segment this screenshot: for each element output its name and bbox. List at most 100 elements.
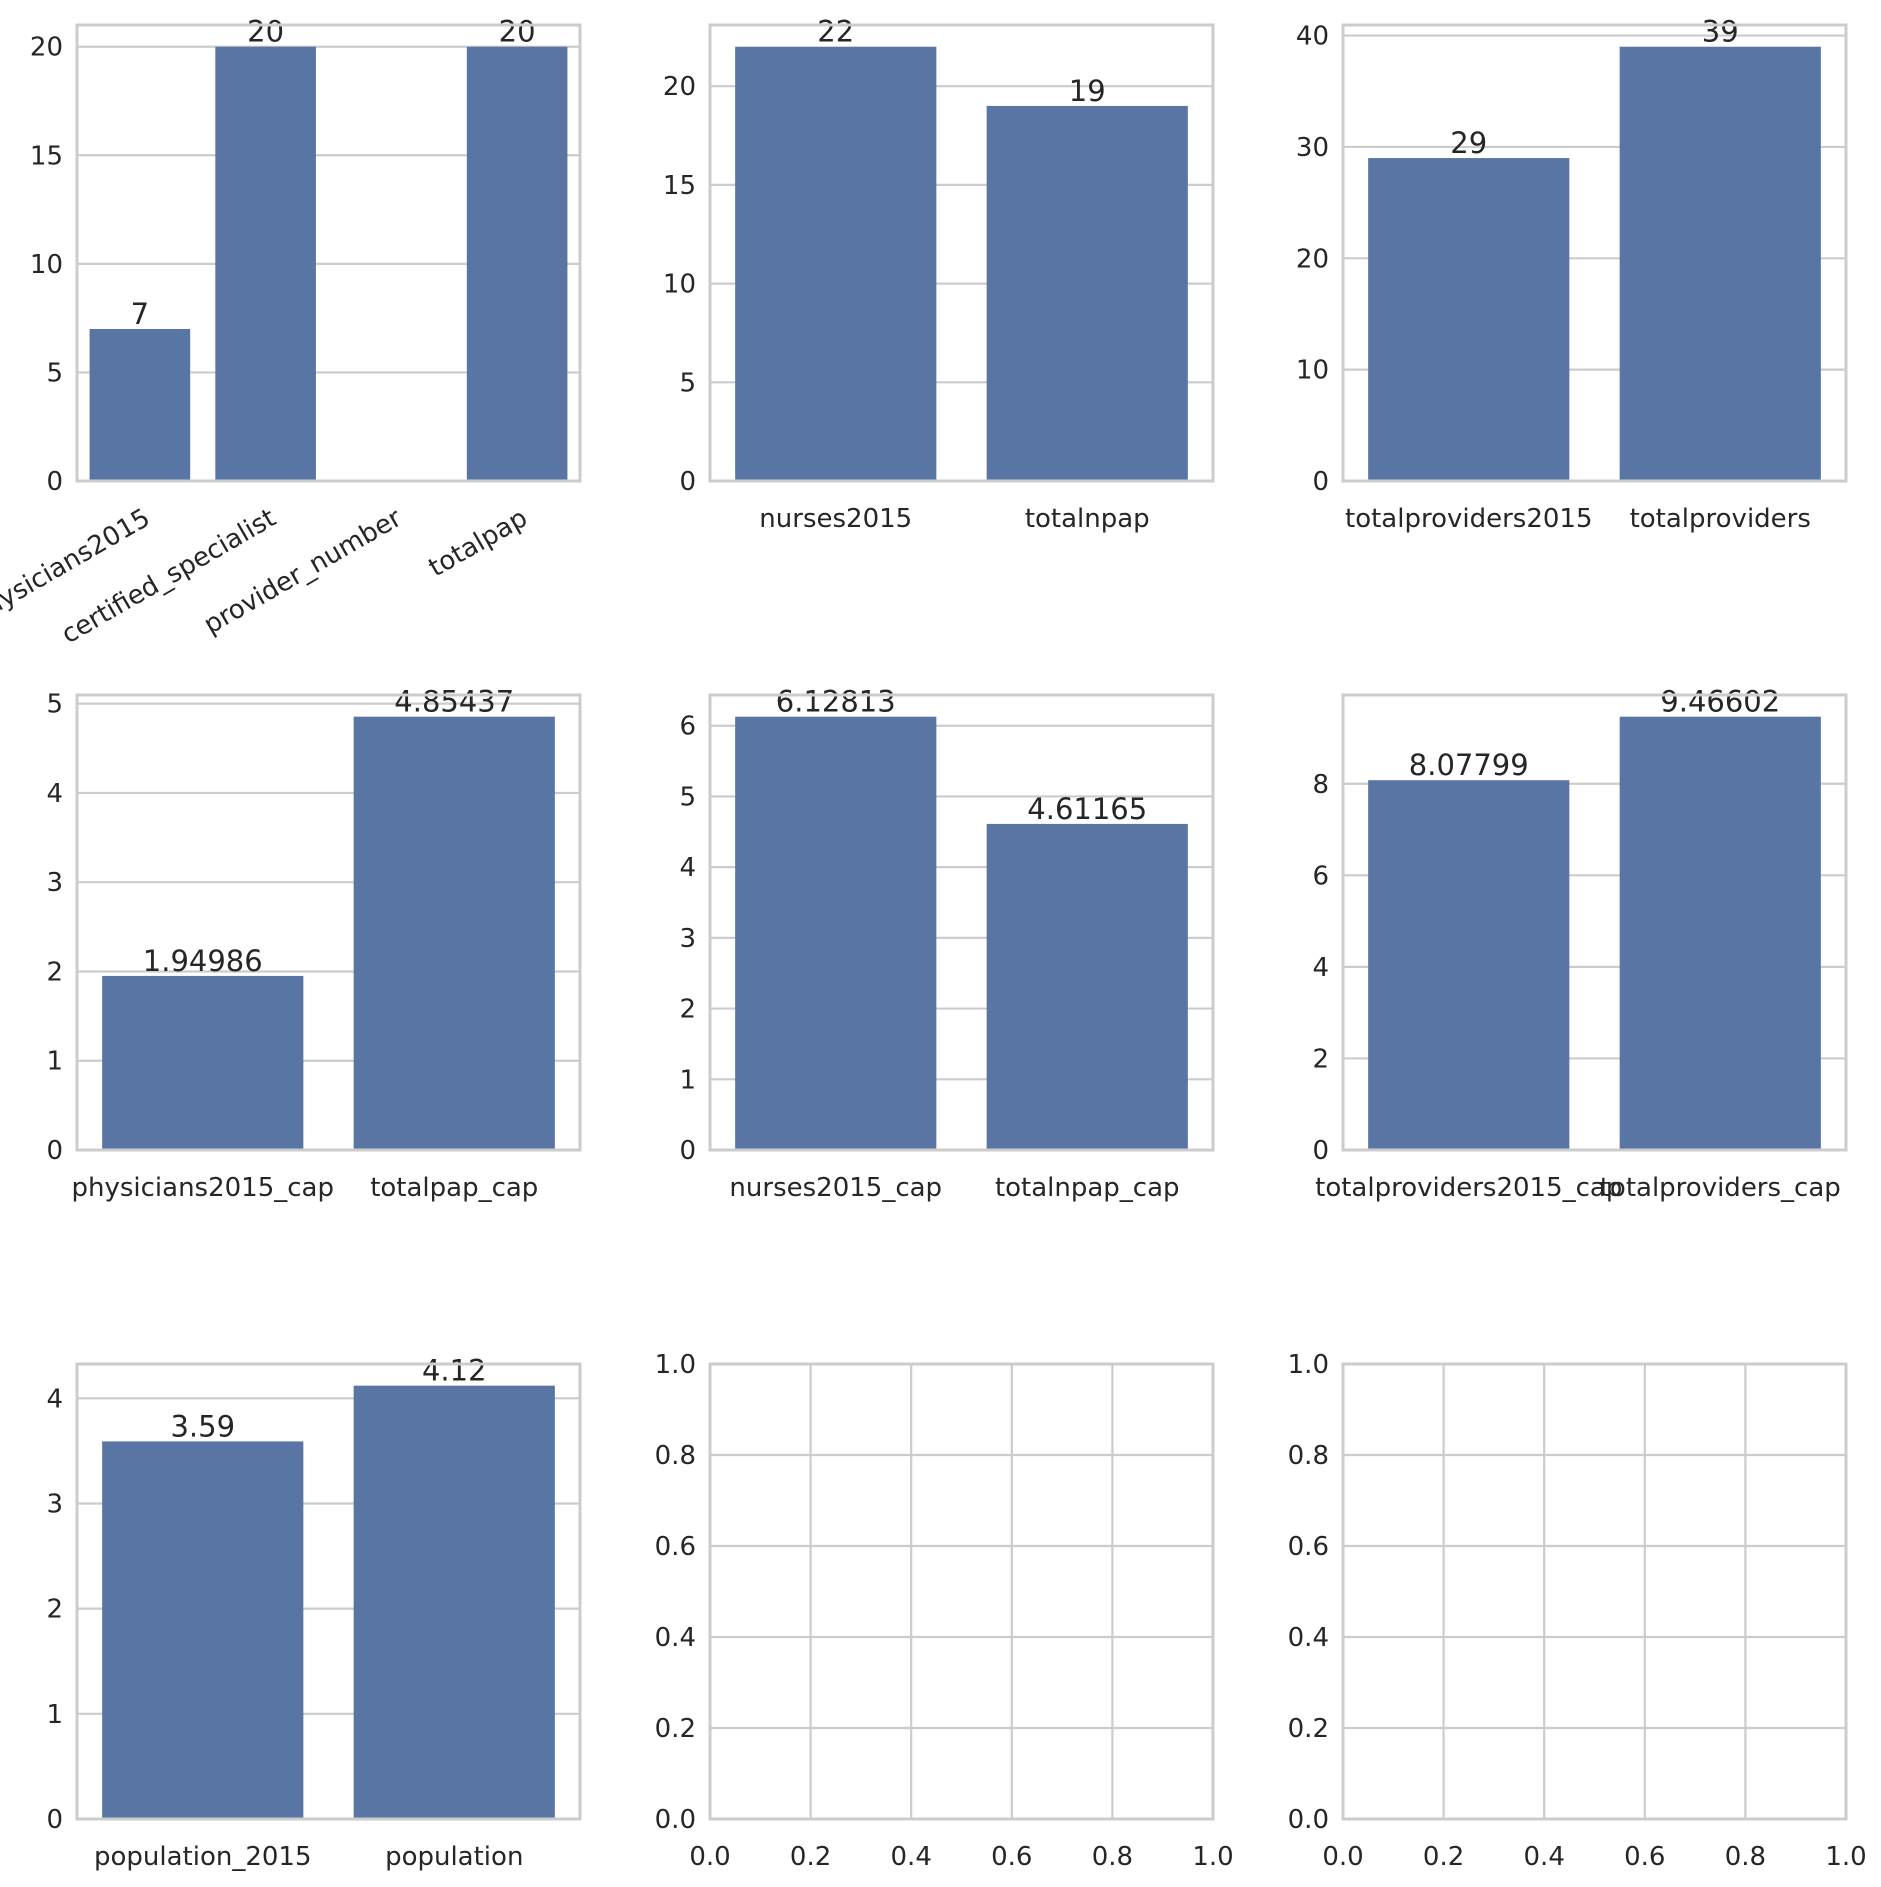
y-tick-label: 10: [30, 250, 63, 280]
y-tick-label: 15: [30, 141, 63, 171]
bar-totalnpap_cap: [986, 823, 1188, 1150]
y-tick-label: 0.4: [1288, 1623, 1329, 1653]
bar-value-label: 6.12813: [776, 685, 896, 719]
x-tick-label: totalnpap_cap: [995, 1173, 1180, 1203]
y-tick-label: 0.0: [655, 1805, 696, 1835]
x-tick-label: nurses2015_cap: [729, 1173, 942, 1203]
chart-panel-3: 0 10 20 30 40 29 totalproviders2015 39 totalprov…: [1296, 15, 1848, 534]
y-tick-label: 20: [30, 33, 63, 63]
bar-population: [353, 1385, 555, 1819]
y-tick-label: 5: [679, 368, 696, 398]
chart-panel-4: 0 1 2 3 4 5 1.94986 physicians2015_cap 4.85437 to…: [46, 685, 582, 1203]
x-tick-label: population_2015: [94, 1842, 312, 1872]
axes-frame: [75, 693, 582, 1152]
y-tick-label: 0: [679, 1136, 696, 1166]
y-tick-label: 1: [46, 1047, 63, 1077]
chart-panel-9: 0.0 0.2 0.4 0.6 0.8 1.0 0.0 0.2 0.4 0.6 0.8 1.0: [1288, 1350, 1867, 1872]
y-tick-label: 4: [1312, 953, 1329, 983]
axes-frame: [1341, 693, 1848, 1152]
bar-totalproviders2015: [1368, 158, 1570, 482]
bar-value-label: 4.61165: [1027, 792, 1147, 826]
bar-value-label: 20: [247, 15, 284, 49]
bar-totalproviders_cap: [1619, 716, 1821, 1150]
axes-frame: [708, 693, 1215, 1152]
bar-totalnpap: [986, 105, 1188, 482]
x-tick-label: 0.8: [1725, 1842, 1766, 1872]
x-tick-label: 1.0: [1192, 1842, 1233, 1872]
chart-panel-5: 0 1 2 3 4 5 6 6.12813 nurses2015_cap 4.61165 total…: [679, 685, 1215, 1203]
x-tick-label: totalproviders: [1630, 504, 1811, 534]
bar-totalpap_cap: [353, 716, 555, 1150]
x-tick-label: 0.2: [1423, 1842, 1464, 1872]
x-tick-label: population: [385, 1842, 523, 1872]
y-tick-label: 20: [663, 72, 696, 102]
axes-frame: [1341, 1362, 1848, 1821]
x-tick-label: 1.0: [1825, 1842, 1866, 1872]
chart-panel-7: 0 1 2 3 4 3.59 population_2015 4.12 population: [46, 1354, 582, 1872]
chart-panel-6: 0 2 4 6 8 8.07799 totalproviders2015_cap 9.4660…: [1312, 685, 1848, 1203]
y-tick-label: 0: [1312, 467, 1329, 497]
y-tick-label: 4: [679, 853, 696, 883]
y-tick-label: 0.6: [1288, 1532, 1329, 1562]
bar-totalpap: [466, 46, 568, 481]
axes-frame: [708, 1362, 1215, 1821]
axes-frame: [75, 23, 582, 483]
y-tick-label: 5: [46, 690, 63, 720]
bar-nurses2015_cap: [735, 716, 937, 1150]
y-tick-label: 3: [46, 868, 63, 898]
y-tick-label: 4: [46, 779, 63, 809]
y-tick-label: 40: [1296, 22, 1329, 52]
y-tick-label: 2: [46, 1595, 63, 1625]
chart-panel-1: 051015207physicians201520certified_speci…: [0, 15, 582, 650]
bar-certified_specialist: [215, 46, 316, 481]
y-tick-label: 30: [1296, 133, 1329, 163]
y-tick-label: 2: [679, 995, 696, 1025]
y-tick-label: 1: [679, 1065, 696, 1095]
bar-value-label: 9.46602: [1660, 685, 1780, 719]
bar-nurses2015: [735, 46, 937, 481]
x-tick-label: 0.8: [1092, 1842, 1133, 1872]
x-tick-label: totalpap_cap: [370, 1173, 538, 1203]
y-tick-label: 0.0: [1288, 1805, 1329, 1835]
bar-value-label: 4.12: [422, 1354, 487, 1388]
y-tick-label: 2: [46, 957, 63, 987]
y-tick-label: 1.0: [1288, 1350, 1329, 1380]
y-tick-label: 10: [663, 270, 696, 300]
bar-population_2015: [102, 1441, 304, 1819]
y-tick-label: 1.0: [655, 1350, 696, 1380]
x-tick-label: 0.4: [1524, 1842, 1565, 1872]
y-tick-label: 0: [46, 467, 63, 497]
y-tick-label: 2: [1312, 1044, 1329, 1074]
y-tick-label: 15: [663, 171, 696, 201]
x-tick-label: 0.6: [1624, 1842, 1665, 1872]
bar-value-label: 20: [499, 15, 536, 49]
y-tick-label: 0: [1312, 1136, 1329, 1166]
y-tick-label: 4: [46, 1384, 63, 1414]
chart-panel-2: 0 5 10 15 20 22 nurses2015 19 totalnpap: [663, 15, 1215, 534]
y-tick-label: 0.8: [655, 1441, 696, 1471]
x-tick-label: totalpap: [424, 503, 533, 583]
bar-value-label: 22: [817, 15, 854, 49]
y-tick-label: 0: [679, 467, 696, 497]
bar-value-label: 1.94986: [143, 944, 263, 978]
x-tick-label: 0.0: [689, 1842, 730, 1872]
x-tick-label: totalnpap: [1025, 504, 1150, 534]
y-tick-label: 0.2: [655, 1714, 696, 1744]
x-tick-label: 0.0: [1322, 1842, 1363, 1872]
y-tick-label: 6: [1312, 861, 1329, 891]
y-tick-label: 3: [679, 924, 696, 954]
x-tick-label: 0.6: [991, 1842, 1032, 1872]
bar-value-label: 7: [131, 297, 149, 331]
y-tick-label: 1: [46, 1700, 63, 1730]
y-tick-label: 3: [46, 1489, 63, 1519]
bar-value-label: 29: [1450, 126, 1487, 160]
y-tick-label: 10: [1296, 356, 1329, 386]
bar-value-label: 39: [1702, 15, 1739, 49]
x-tick-label: totalproviders2015_cap: [1315, 1173, 1622, 1203]
y-tick-label: 0.6: [655, 1532, 696, 1562]
y-tick-label: 0.2: [1288, 1714, 1329, 1744]
axes-frame: [75, 1362, 582, 1821]
axes-frame: [1341, 23, 1848, 483]
axes-frame: [708, 23, 1215, 483]
